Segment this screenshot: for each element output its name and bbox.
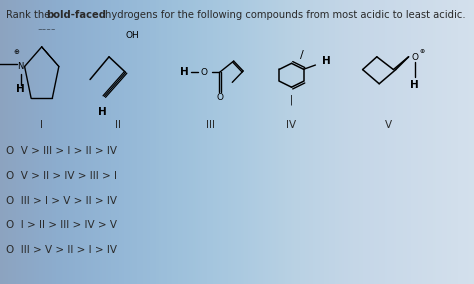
Text: ⊕: ⊕ [419, 49, 425, 54]
Text: O  III > I > V > II > IV: O III > I > V > II > IV [6, 195, 117, 206]
Text: N: N [18, 62, 24, 71]
Text: O  I > II > III > IV > V: O I > II > III > IV > V [6, 220, 117, 231]
Text: O  V > II > IV > III > I: O V > II > IV > III > I [6, 170, 117, 181]
Text: O  III > V > II > I > IV: O III > V > II > I > IV [6, 245, 117, 256]
Text: II: II [116, 120, 121, 130]
Text: O: O [201, 68, 207, 77]
Text: O: O [411, 53, 418, 62]
Text: ~~~~: ~~~~ [37, 27, 56, 32]
Text: Rank the: Rank the [6, 10, 54, 20]
Text: OH: OH [126, 31, 139, 40]
Text: |: | [290, 95, 293, 105]
Text: O  V > III > I > II > IV: O V > III > I > II > IV [6, 145, 117, 156]
Text: H: H [180, 67, 189, 78]
Text: ⊕: ⊕ [13, 49, 19, 55]
Text: H: H [410, 80, 419, 90]
Text: III: III [207, 120, 215, 130]
Text: hydrogens for the following compounds from most acidic to least acidic.: hydrogens for the following compounds fr… [105, 10, 466, 20]
Text: I: I [40, 120, 43, 130]
Text: V: V [385, 120, 392, 130]
Text: H: H [322, 56, 331, 66]
Text: bold-faced: bold-faced [46, 10, 106, 20]
Text: H: H [17, 84, 25, 94]
Text: H: H [98, 107, 106, 117]
Text: O: O [217, 93, 224, 103]
Text: /: / [300, 50, 304, 60]
Text: IV: IV [286, 120, 297, 130]
